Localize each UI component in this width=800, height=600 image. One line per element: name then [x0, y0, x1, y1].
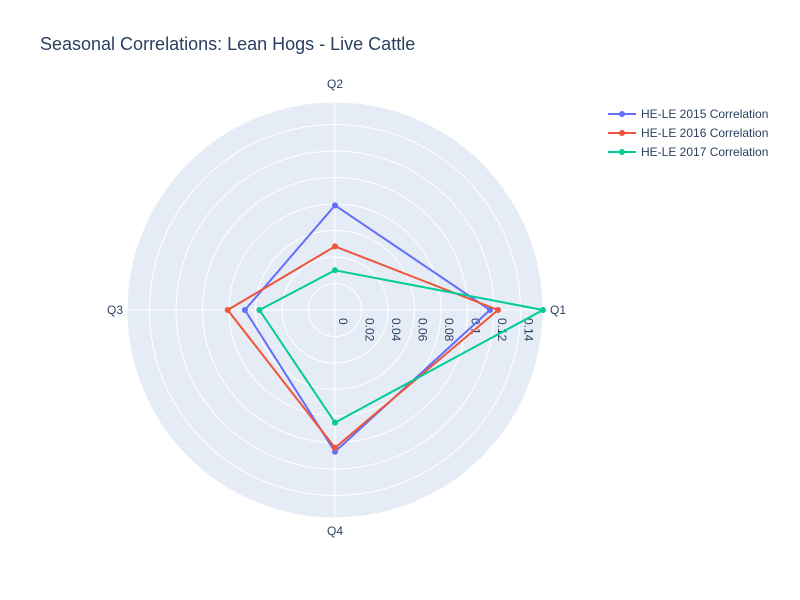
angular-label-q2: Q2 — [327, 77, 343, 91]
series-3 — [256, 267, 546, 426]
data-point-q2[interactable] — [332, 267, 338, 274]
radial-tick-label: 0.06 — [415, 318, 429, 342]
legend-label: HE-LE 2015 Correlation — [641, 107, 768, 121]
legend-label: HE-LE 2017 Correlation — [641, 145, 768, 159]
angular-axis-labels: Q1 Q2 Q3 Q4 — [107, 77, 566, 538]
series-layer — [224, 202, 546, 455]
data-point-q3[interactable] — [224, 307, 231, 313]
radial-tick-label: 0 — [336, 318, 350, 325]
chart-title: Seasonal Correlations: Lean Hogs - Live … — [40, 34, 415, 54]
angular-label-q1: Q1 — [550, 303, 566, 317]
series-2 — [224, 243, 501, 451]
radial-tick-label: 0.04 — [389, 318, 403, 342]
legend-item[interactable]: HE-LE 2017 Correlation — [608, 145, 768, 159]
legend-label: HE-LE 2016 Correlation — [641, 126, 768, 140]
legend-marker — [619, 130, 625, 136]
data-point-q2[interactable] — [332, 243, 338, 250]
data-point-q2[interactable] — [332, 202, 338, 209]
legend-marker — [619, 111, 625, 117]
radial-tick-label: 0.14 — [521, 318, 535, 342]
angular-label-q3: Q3 — [107, 303, 123, 317]
radial-tick-label: 0.12 — [495, 318, 509, 342]
legend: HE-LE 2015 Correlation HE-LE 2016 Correla… — [608, 107, 768, 159]
data-point-q4[interactable] — [332, 444, 338, 451]
data-point-q4[interactable] — [332, 419, 338, 426]
angular-label-q4: Q4 — [327, 524, 343, 538]
data-point-q1[interactable] — [540, 307, 546, 313]
data-point-q3[interactable] — [241, 307, 248, 313]
radial-tick-label: 0.02 — [362, 318, 376, 342]
radial-tick-label: 0.08 — [442, 318, 456, 342]
data-point-q3[interactable] — [256, 307, 263, 313]
legend-item[interactable]: HE-LE 2016 Correlation — [608, 126, 768, 140]
legend-item[interactable]: HE-LE 2015 Correlation — [608, 107, 768, 121]
data-point-q1[interactable] — [494, 307, 501, 313]
legend-marker — [619, 149, 625, 155]
